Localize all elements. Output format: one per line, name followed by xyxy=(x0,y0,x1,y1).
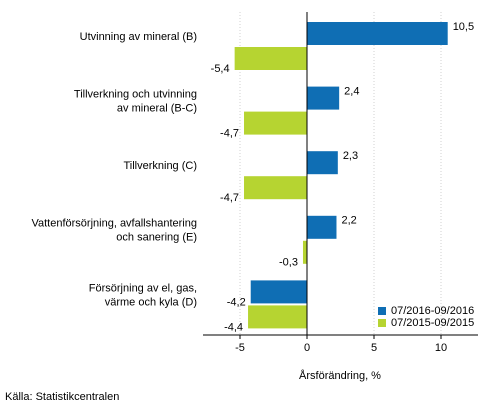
legend-label: 07/2015-09/2015 xyxy=(391,317,474,329)
bar xyxy=(307,151,338,175)
legend-swatch xyxy=(378,307,386,315)
category-label: värme och kyla (D) xyxy=(105,296,197,308)
x-tick-label: 0 xyxy=(304,342,310,354)
bar xyxy=(307,86,340,110)
x-tick-label: -5 xyxy=(235,342,245,354)
bar xyxy=(307,22,448,45)
bar xyxy=(248,305,307,329)
data-label: -4,7 xyxy=(220,192,239,204)
x-tick-label: 5 xyxy=(371,342,377,354)
x-tick-label: 10 xyxy=(435,342,447,354)
category-label: Utvinning av mineral (B) xyxy=(80,31,197,43)
data-label: -0,3 xyxy=(279,257,298,269)
data-label: 2,2 xyxy=(341,215,356,227)
data-label: -4,2 xyxy=(227,296,246,308)
bar xyxy=(307,215,337,239)
bar xyxy=(244,111,307,135)
data-label: -5,4 xyxy=(211,63,230,75)
category-label: Tillverkning (C) xyxy=(123,160,197,172)
category-label: Tillverkning och utvinning xyxy=(74,89,197,101)
bar xyxy=(250,280,307,304)
legend-swatch xyxy=(378,319,386,327)
data-label: 2,4 xyxy=(344,86,359,98)
data-label: 2,3 xyxy=(343,150,358,162)
bar xyxy=(302,240,307,264)
bar xyxy=(244,176,307,200)
category-label: Försörjning av el, gas, xyxy=(89,282,197,294)
data-label: -4,7 xyxy=(220,128,239,140)
x-axis-title: Årsförändring, % xyxy=(299,369,381,382)
bars xyxy=(234,22,448,329)
data-labels: 10,5 -5,4 2,4 -4,7 2,3 -4,7 2,2 -0,3 -4,2 -4,4 xyxy=(211,21,474,333)
data-label: 10,5 xyxy=(453,21,474,33)
data-label: -4,4 xyxy=(224,321,243,333)
x-axis: -5 0 5 10 Årsförändring, % xyxy=(203,334,478,382)
source-note: Källa: Statistikcentralen xyxy=(5,391,120,403)
bar xyxy=(234,47,307,70)
category-label: av mineral (B-C) xyxy=(117,103,197,115)
legend-label: 07/2016-09/2016 xyxy=(391,305,474,317)
category-label: Vattenförsörjning, avfallshantering xyxy=(31,218,197,230)
category-labels: Utvinning av mineral (B) Tillverkning och… xyxy=(31,31,197,308)
category-label: och sanering (E) xyxy=(116,232,197,244)
